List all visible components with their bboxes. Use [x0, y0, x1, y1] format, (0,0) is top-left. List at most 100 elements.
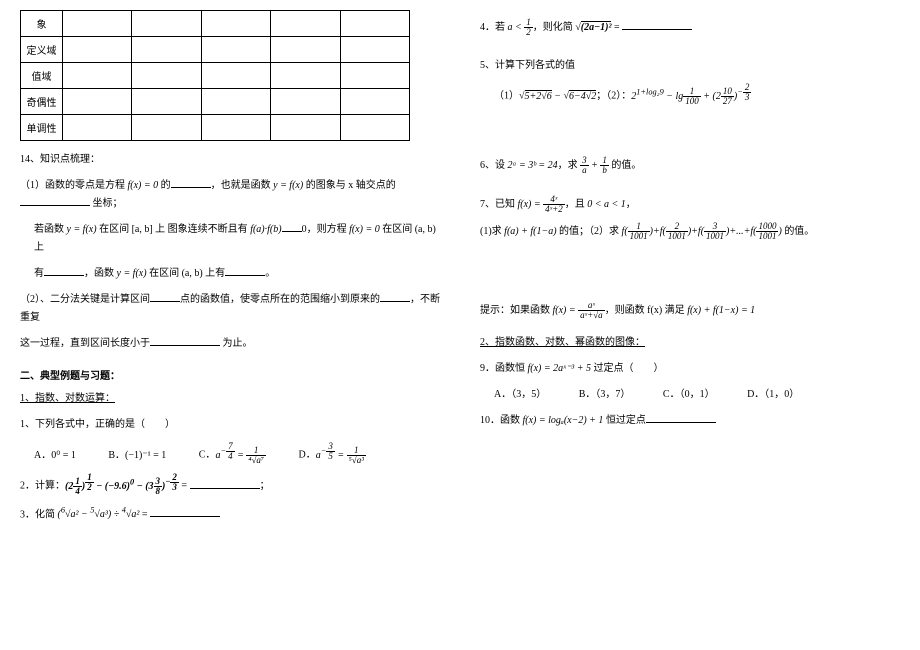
text: 过定点（ ） [591, 363, 664, 374]
blank [282, 221, 302, 232]
text: ， [626, 199, 636, 210]
text: C． [199, 450, 216, 461]
text: 提示：如果函数 [480, 305, 553, 316]
text: 的 [158, 180, 171, 191]
text: 在区间 [a, b] 上 图象连续不断且有 [97, 224, 251, 235]
math: √(2a−1)² [575, 21, 611, 33]
subsection-title: 1、指数、对数运算： [20, 390, 440, 408]
text: 的值。 [782, 226, 815, 237]
math: 3a + 1b [580, 160, 609, 171]
text: = [139, 509, 150, 520]
blank [622, 19, 692, 30]
text: 6、设 [480, 160, 508, 171]
question-3: 3．化简 (6√a² − 5√a³) ÷ 4√a² = [20, 504, 440, 524]
left-column: 象 定义域 值域 奇偶性 单调性 14、知识点梳理： （1）函数的零点是方程 f… [20, 10, 440, 532]
text: （1） [494, 91, 519, 102]
math: f(x) = 0 [349, 224, 380, 235]
math: (214)12 − (−9.6)0 − (338)−23 [65, 481, 179, 492]
row-head: 奇偶性 [21, 89, 63, 115]
blank [150, 291, 180, 302]
text: 在区间 (a, b) 上有 [147, 268, 226, 279]
math: y = f(x) [117, 268, 147, 279]
question-2: 2．计算：(214)12 − (−9.6)0 − (338)−23 = ； [20, 473, 440, 496]
text: ，且 [565, 199, 588, 210]
math: a−35 = 1⁵√a³ [316, 450, 366, 461]
math: f(a)·f(b) [250, 224, 281, 235]
point-1-cont2: 有 ，函数 y = f(x) 在区间 (a, b) 上有 。 [34, 265, 440, 283]
text: = [611, 22, 622, 33]
row-head: 定义域 [21, 37, 63, 63]
question-9: 9．函数恒 f(x) = 2aˣ⁻³ + 5 过定点（ ） [480, 360, 880, 378]
text: ，求 [558, 160, 581, 171]
math: 21+log₂9 − lg1100 + (21027)−23 [631, 91, 751, 102]
subsection-2-title: 2、指数函数、对数、幂函数的图像： [480, 334, 880, 352]
properties-table: 象 定义域 值域 奇偶性 单调性 [20, 10, 410, 141]
option-a: A．0⁰ = 1 [34, 447, 76, 465]
point-2: （2）、二分法关键是计算区间点的函数值，使零点所在的范围缩小到原来的，不断重复 [20, 291, 440, 327]
question-6: 6、设 2ᵃ = 3ᵇ = 24，求 3a + 1b 的值。 [480, 156, 880, 175]
text: 的值；（2）求 [557, 226, 622, 237]
text: ； [260, 481, 270, 492]
hint: 提示：如果函数 f(x) = aˣaˣ+√a，则函数 f(x) 满足 f(x) … [480, 301, 880, 320]
section-2-title: 二、典型例题与习题： [20, 367, 440, 382]
text: 的值。 [609, 160, 642, 171]
section-14-title: 14、知识点梳理： [20, 151, 440, 169]
point-1-cont: 若函数 y = f(x) 在区间 [a, b] 上 图象连续不断且有 f(a)·… [34, 221, 440, 257]
question-5-title: 5、计算下列各式的值 [480, 57, 880, 75]
math: f(x) = 4ˣ4ˣ+2 [518, 199, 565, 210]
text: ；（2）： [596, 91, 631, 102]
text: 3．化简 [20, 509, 58, 520]
text: ，则化简 [533, 22, 576, 33]
text: ，函数 [84, 268, 117, 279]
text: 7、已知 [480, 199, 518, 210]
text: 这一过程，直到区间长度小于 [20, 338, 150, 349]
text: ，也就是函数 [211, 180, 274, 191]
option-c: C．（0，1） [663, 386, 715, 404]
text: 点的函数值，使零点所在的范围缩小到原来的 [180, 294, 380, 305]
row-head: 单调性 [21, 115, 63, 141]
question-1-options: A．0⁰ = 1 B．(−1)⁻¹ = 1 C．a−74 = 1⁴√a⁷ D．a… [34, 442, 440, 465]
row-head: 象 [21, 11, 63, 37]
text: 9．函数恒 [480, 363, 528, 374]
math: f(x) = logₐ(x−2) + 1 [523, 415, 604, 426]
text: （2）、二分法关键是计算区间 [20, 294, 150, 305]
blank [225, 265, 265, 276]
question-7-sub: (1)求 f(a) + f(1−a) 的值；（2）求 f(11001)+f(21… [480, 222, 880, 241]
row-head: 值域 [21, 63, 63, 89]
option-d: D．（1，0） [747, 386, 799, 404]
option-b: B．(−1)⁻¹ = 1 [108, 447, 166, 465]
text: 坐标； [93, 198, 123, 209]
text: 4．若 [480, 22, 508, 33]
right-column: 4．若 a < 12，则化简 √(2a−1)² = 5、计算下列各式的值 （1）… [480, 10, 880, 532]
option-b: B．（3，7） [579, 386, 631, 404]
blank [150, 335, 220, 346]
blank [646, 412, 716, 423]
text: 有 [34, 268, 44, 279]
question-9-options: A．（3，5） B．（3，7） C．（0，1） D．（1，0） [494, 386, 880, 404]
text: 为止。 [220, 338, 253, 349]
option-a: A．（3，5） [494, 386, 546, 404]
point-1: （1）函数的零点是方程 f(x) = 0 的，也就是函数 y = f(x) 的图… [20, 177, 440, 213]
math: f(x) + f(1−x) = 1 [687, 305, 755, 316]
math: f(x) = 2aˣ⁻³ + 5 [528, 363, 591, 374]
text: （1）函数的零点是方程 [20, 180, 128, 191]
blank [190, 478, 260, 489]
math: f(x) = aˣaˣ+√a [553, 305, 605, 316]
question-10: 10．函数 f(x) = logₐ(x−2) + 1 恒过定点 [480, 412, 880, 430]
math: f(a) + f(1−a) [504, 226, 556, 237]
math: y = f(x) [273, 180, 303, 191]
text: 。 [265, 268, 275, 279]
point-2-cont: 这一过程，直到区间长度小于 为止。 [20, 335, 440, 353]
text: 恒过定点 [603, 415, 646, 426]
math: f(x) = 0 [128, 180, 159, 191]
math: 2ᵃ = 3ᵇ = 24 [508, 160, 558, 171]
math: √5+2√6 − √6−4√2 [519, 90, 596, 102]
text: 若函数 [34, 224, 67, 235]
question-1: 1、下列各式中，正确的是（ ） [20, 416, 440, 434]
math: 0 < a < 1 [587, 199, 626, 210]
text: D． [299, 450, 316, 461]
blank [380, 291, 410, 302]
text: ，则函数 f(x) 满足 [605, 305, 688, 316]
math: (6√a² − 5√a³) ÷ 4√a² [58, 509, 140, 520]
blank [150, 506, 220, 517]
